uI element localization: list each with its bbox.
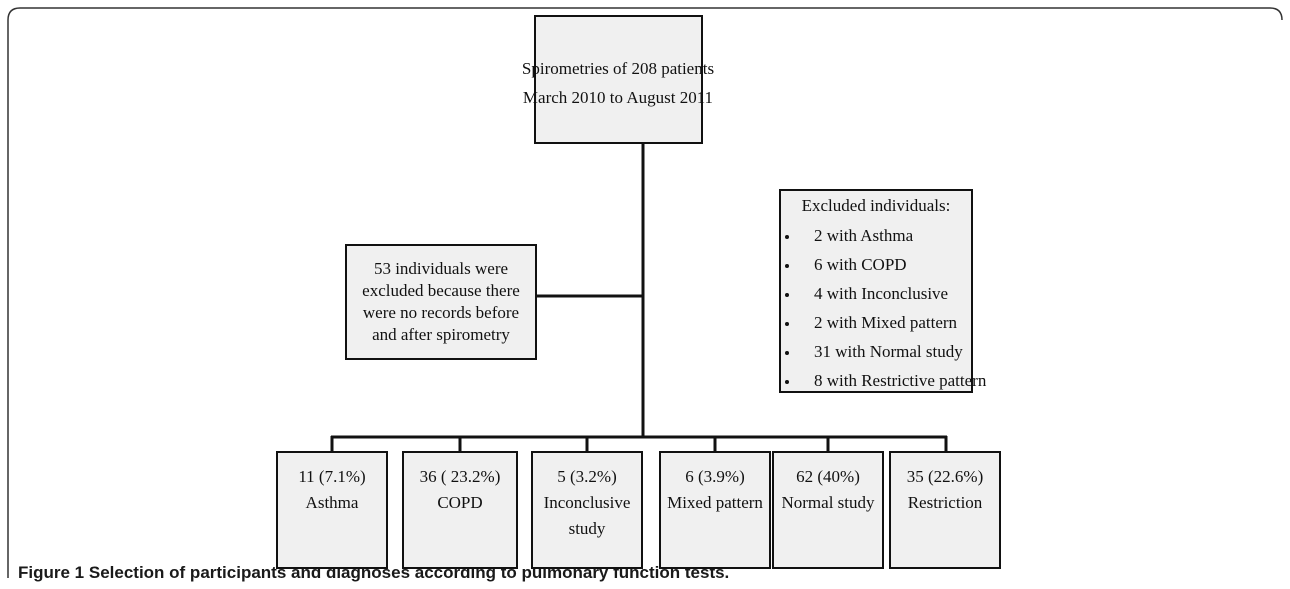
bullet: [785, 322, 789, 326]
list-item: 2 with Asthma: [814, 226, 914, 245]
outcome-box: [659, 451, 771, 569]
outcome-text: Mixed pattern: [667, 493, 763, 512]
outcome-box: [276, 451, 388, 569]
caption-label: Figure 1: [18, 563, 84, 582]
bullet: [785, 351, 789, 355]
list-item: 2 with Mixed pattern: [814, 313, 958, 332]
top-box: [534, 15, 703, 144]
list-item: 31 with Normal study: [814, 342, 963, 361]
box-text: Spirometries of 208 patients: [522, 59, 714, 78]
bullet: [785, 380, 789, 384]
list-item: 8 with Restrictive pattern: [814, 371, 987, 390]
outcome-text: 62 (40%): [796, 467, 860, 486]
bullet: [785, 235, 789, 239]
box-text: and after spirometry: [372, 325, 510, 344]
outcome-text: 35 (22.6%): [907, 467, 983, 486]
list-title: Excluded individuals:: [802, 196, 951, 215]
outcome-box: [889, 451, 1001, 569]
outcome-text: Asthma: [306, 493, 359, 512]
list-item: 4 with Inconclusive: [814, 284, 948, 303]
excluded-box: [345, 244, 537, 360]
bullet: [785, 293, 789, 297]
outcome-text: Inconclusive: [544, 493, 631, 512]
outcome-box: [531, 451, 643, 569]
outcome-text: Normal study: [781, 493, 875, 512]
frame: [7, 7, 1283, 578]
outcome-text: 6 (3.9%): [685, 467, 744, 486]
box-text: 53 individuals were: [374, 259, 508, 278]
box-text: excluded because there: [362, 281, 520, 300]
outcome-box: [772, 451, 884, 569]
outcome-text: COPD: [437, 493, 482, 512]
outcome-text: Restriction: [908, 493, 983, 512]
box-text: were no records before: [363, 303, 519, 322]
outcome-text: study: [569, 519, 606, 538]
bullet: [785, 264, 789, 268]
outcome-box: [402, 451, 518, 569]
outcome-text: 11 (7.1%): [298, 467, 365, 486]
outcome-text: 5 (3.2%): [557, 467, 616, 486]
excluded-list-box: [779, 189, 973, 393]
box-text: March 2010 to August 2011: [523, 88, 713, 107]
list-item: 6 with COPD: [814, 255, 907, 274]
outcome-text: 36 ( 23.2%): [420, 467, 501, 486]
